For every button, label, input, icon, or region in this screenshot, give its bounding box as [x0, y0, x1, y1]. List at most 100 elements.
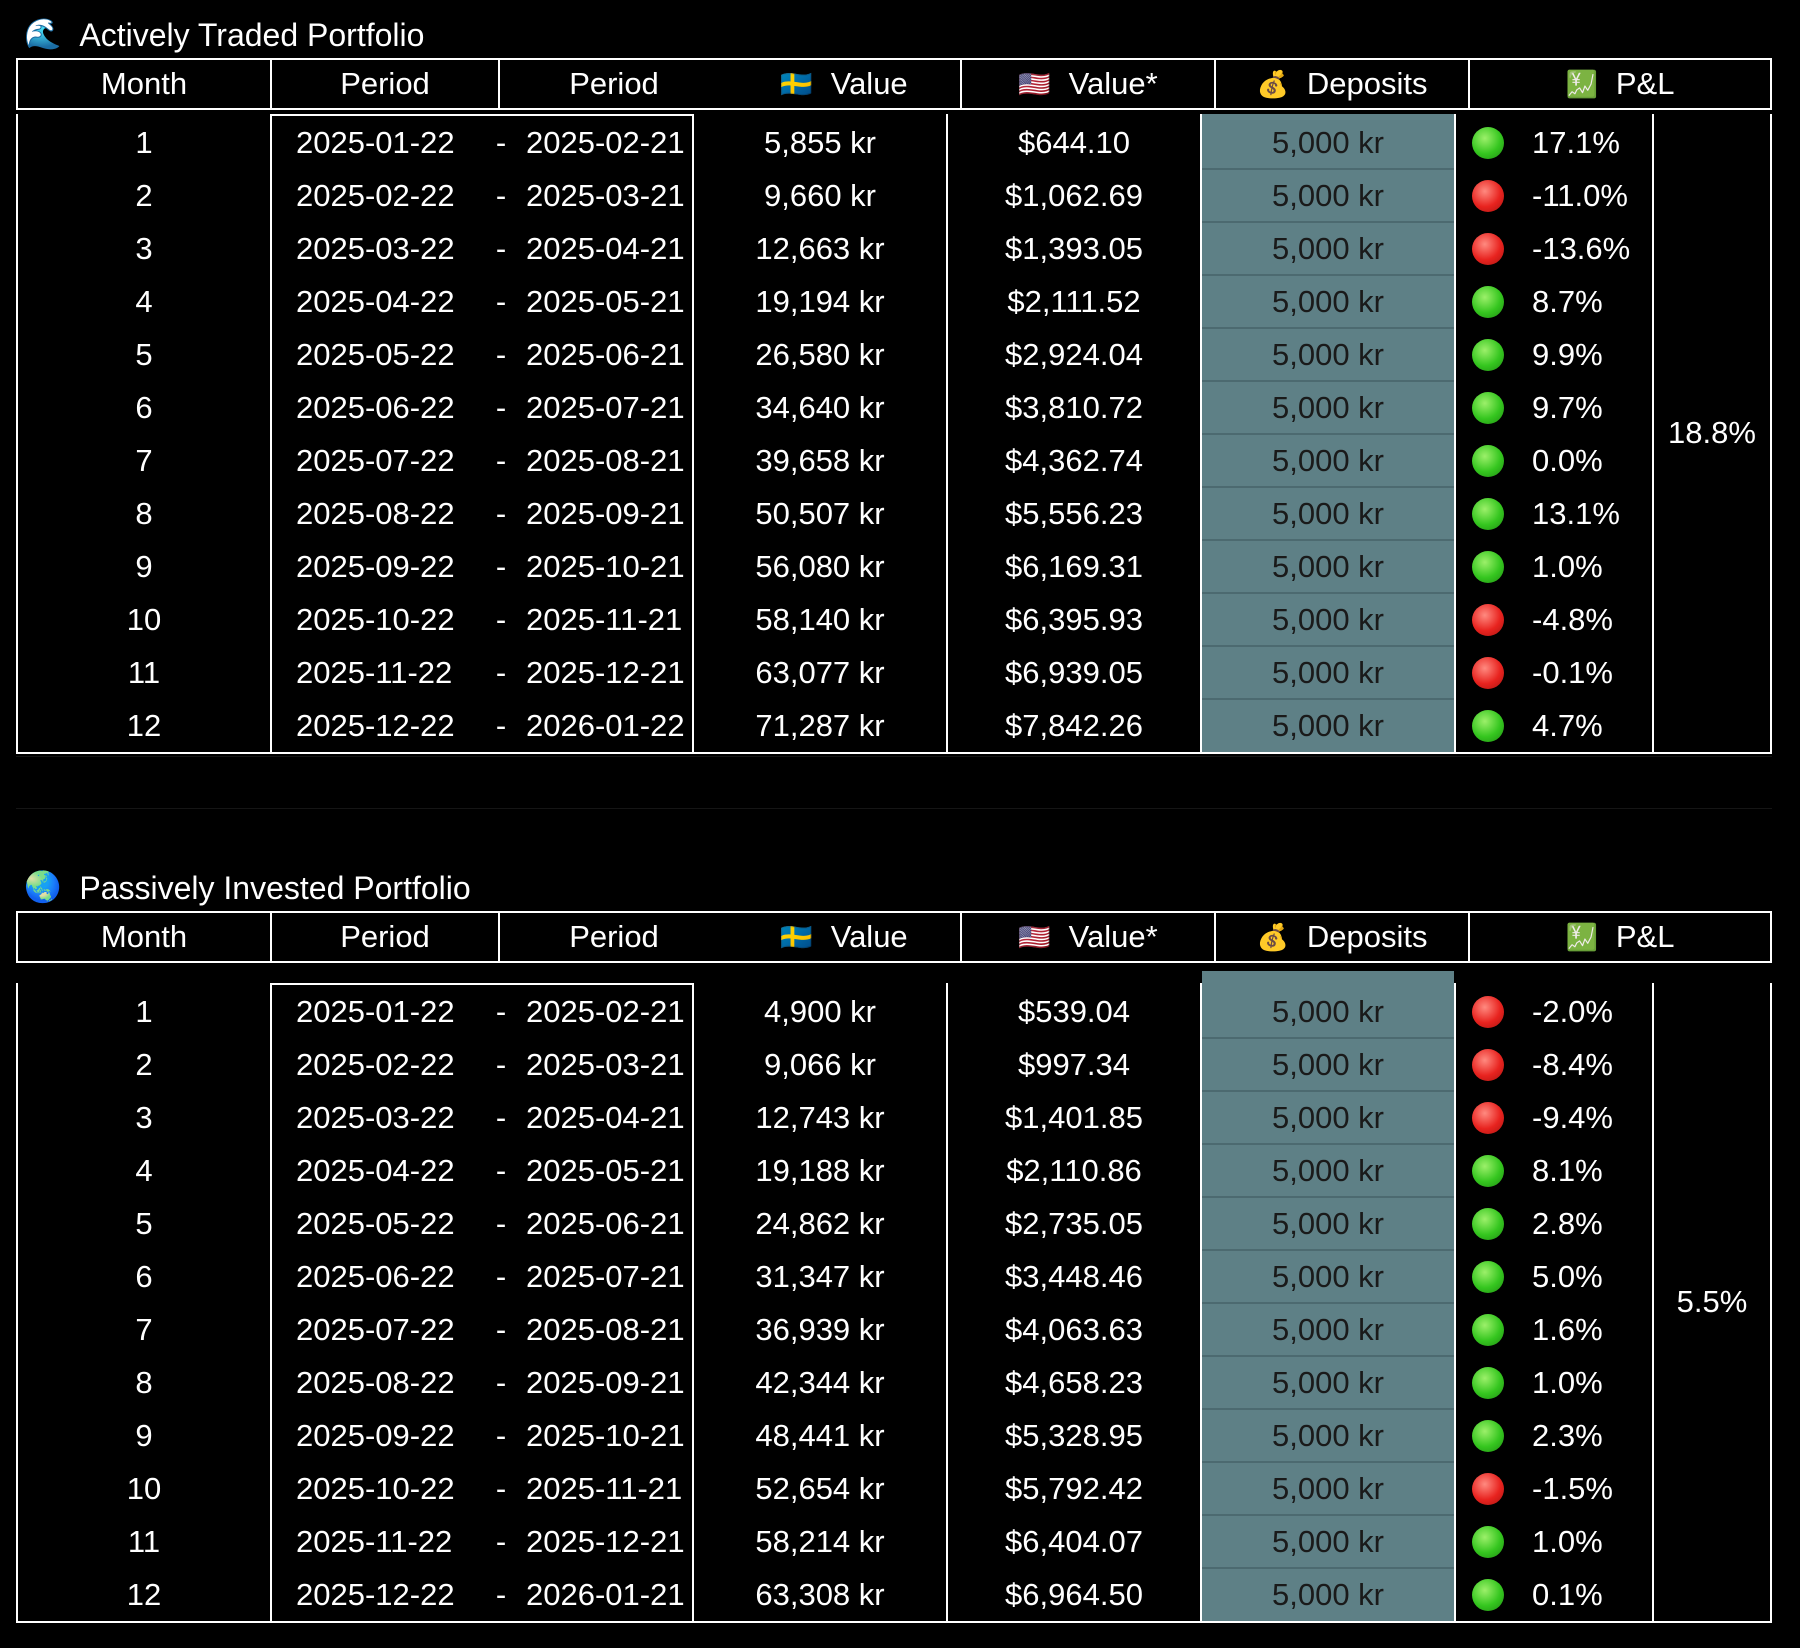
period-end-cell[interactable]: 2025-03-21: [526, 1046, 685, 1082]
month-cell[interactable]: 6: [135, 1258, 153, 1294]
value-usd-cell[interactable]: $5,328.95: [1005, 1417, 1143, 1453]
deposit-cell[interactable]: 5,000 kr: [1271, 1046, 1384, 1082]
pnl-cell[interactable]: 0.0%: [1532, 442, 1603, 478]
header-month[interactable]: Month: [18, 913, 272, 961]
value-usd-cell[interactable]: $6,964.50: [1005, 1576, 1143, 1612]
value-usd-cell[interactable]: $1,062.69: [1005, 177, 1143, 213]
value-sek-cell[interactable]: 19,188 kr: [755, 1152, 885, 1188]
month-cell[interactable]: 9: [135, 1417, 153, 1453]
pnl-cell[interactable]: -1.5%: [1532, 1470, 1613, 1506]
month-cell[interactable]: 5: [135, 336, 153, 372]
value-sek-cell[interactable]: 42,344 kr: [755, 1364, 885, 1400]
deposit-cell[interactable]: 5,000 kr: [1271, 442, 1384, 478]
pnl-cell[interactable]: -13.6%: [1532, 230, 1631, 266]
period-start-cell[interactable]: 2025-02-22: [296, 177, 455, 213]
period-end-cell[interactable]: 2025-05-21: [526, 1152, 685, 1188]
period-end-cell[interactable]: 2025-11-21: [526, 1470, 683, 1506]
pnl-cell[interactable]: 1.0%: [1532, 1523, 1603, 1559]
period-start-cell[interactable]: 2025-12-22: [296, 707, 455, 743]
period-separator[interactable]: -: [495, 1205, 507, 1241]
value-usd-cell[interactable]: $997.34: [1017, 1046, 1131, 1082]
period-start-cell[interactable]: 2025-09-22: [296, 548, 455, 584]
deposit-cell[interactable]: 5,000 kr: [1271, 177, 1384, 213]
month-cell[interactable]: 12: [126, 1576, 162, 1612]
month-cell[interactable]: 3: [135, 230, 153, 266]
pnl-cell[interactable]: 4.7%: [1532, 707, 1603, 743]
period-start-cell[interactable]: 2025-06-22: [296, 389, 455, 425]
value-usd-cell[interactable]: $6,395.93: [1005, 601, 1143, 637]
period-start-cell[interactable]: 2025-10-22: [296, 1470, 455, 1506]
month-cell[interactable]: 1: [135, 124, 153, 160]
period-start-cell[interactable]: 2025-08-22: [296, 495, 455, 531]
month-cell[interactable]: 9: [135, 548, 153, 584]
value-sek-cell[interactable]: 24,862 kr: [755, 1205, 885, 1241]
period-separator[interactable]: -: [495, 1417, 507, 1453]
period-end-cell[interactable]: 2026-01-21: [526, 1576, 685, 1612]
period-separator[interactable]: -: [495, 993, 507, 1029]
pnl-cell[interactable]: 1.6%: [1532, 1311, 1603, 1347]
period-end-cell[interactable]: 2025-07-21: [526, 1258, 685, 1294]
period-end-cell[interactable]: 2025-08-21: [526, 1311, 685, 1347]
deposit-cell[interactable]: 5,000 kr: [1271, 1099, 1384, 1135]
period-end-cell[interactable]: 2025-06-21: [526, 1205, 685, 1241]
period-start-cell[interactable]: 2025-06-22: [296, 1258, 455, 1294]
pnl-cell[interactable]: -4.8%: [1532, 601, 1613, 637]
value-usd-cell[interactable]: $6,169.31: [1005, 548, 1143, 584]
value-usd-cell[interactable]: $1,393.05: [1005, 230, 1143, 266]
deposit-cell[interactable]: 5,000 kr: [1271, 1152, 1384, 1188]
deposit-cell[interactable]: 5,000 kr: [1271, 548, 1384, 584]
deposit-cell[interactable]: 5,000 kr: [1271, 230, 1384, 266]
deposit-cell[interactable]: 5,000 kr: [1271, 1576, 1384, 1612]
value-sek-cell[interactable]: 58,214 kr: [755, 1523, 885, 1559]
month-cell[interactable]: 1: [135, 993, 153, 1029]
month-cell[interactable]: 10: [126, 1470, 162, 1506]
value-usd-cell[interactable]: $5,792.42: [1005, 1470, 1143, 1506]
period-separator[interactable]: -: [495, 124, 507, 160]
period-start-cell[interactable]: 2025-03-22: [296, 230, 455, 266]
month-cell[interactable]: 12: [126, 707, 162, 743]
period-separator[interactable]: -: [495, 230, 507, 266]
pnl-cell[interactable]: 1.0%: [1532, 548, 1603, 584]
period-start-cell[interactable]: 2025-04-22: [296, 1152, 455, 1188]
pnl-cell[interactable]: 17.1%: [1532, 124, 1620, 160]
value-usd-cell[interactable]: $4,658.23: [1005, 1364, 1143, 1400]
period-end-cell[interactable]: 2025-12-21: [526, 1523, 685, 1559]
period-start-cell[interactable]: 2025-07-22: [296, 1311, 455, 1347]
deposit-cell[interactable]: 5,000 kr: [1271, 124, 1384, 160]
value-sek-cell[interactable]: 5,855 kr: [763, 124, 876, 160]
value-sek-cell[interactable]: 34,640 kr: [755, 389, 885, 425]
period-separator[interactable]: -: [495, 389, 507, 425]
header-deposits[interactable]: 💰 Deposits: [1216, 60, 1470, 108]
month-cell[interactable]: 8: [135, 495, 153, 531]
deposit-cell[interactable]: 5,000 kr: [1271, 1311, 1384, 1347]
period-start-cell[interactable]: 2025-11-22: [296, 1523, 453, 1559]
value-usd-cell[interactable]: $3,810.72: [1005, 389, 1143, 425]
month-cell[interactable]: 7: [135, 442, 153, 478]
value-sek-cell[interactable]: 4,900 kr: [763, 993, 876, 1029]
deposit-cell[interactable]: 5,000 kr: [1271, 389, 1384, 425]
period-start-cell[interactable]: 2025-03-22: [296, 1099, 455, 1135]
value-usd-cell[interactable]: $2,735.05: [1005, 1205, 1143, 1241]
period-end-cell[interactable]: 2025-09-21: [526, 495, 685, 531]
pnl-cell[interactable]: -11.0%: [1532, 177, 1628, 213]
value-usd-cell[interactable]: $2,110.86: [1006, 1152, 1142, 1188]
period-end-cell[interactable]: 2025-10-21: [526, 548, 685, 584]
period-separator[interactable]: -: [495, 1311, 507, 1347]
pnl-cell[interactable]: -2.0%: [1532, 993, 1613, 1029]
period-end-cell[interactable]: 2025-11-21: [526, 601, 683, 637]
header-value-sek[interactable]: 🇸🇪 Value: [728, 60, 962, 108]
value-sek-cell[interactable]: 58,140 kr: [755, 601, 885, 637]
period-separator[interactable]: -: [495, 495, 507, 531]
value-sek-cell[interactable]: 31,347 kr: [755, 1258, 885, 1294]
value-sek-cell[interactable]: 63,077 kr: [755, 654, 885, 690]
period-end-cell[interactable]: 2025-06-21: [526, 336, 685, 372]
period-end-cell[interactable]: 2025-04-21: [526, 230, 685, 266]
value-usd-cell[interactable]: $7,842.26: [1005, 707, 1143, 743]
month-cell[interactable]: 11: [127, 654, 161, 690]
value-usd-cell[interactable]: $3,448.46: [1005, 1258, 1143, 1294]
period-start-cell[interactable]: 2025-05-22: [296, 1205, 455, 1241]
value-usd-cell[interactable]: $5,556.23: [1005, 495, 1143, 531]
value-usd-cell[interactable]: $1,401.85: [1005, 1099, 1143, 1135]
pnl-cell[interactable]: 1.0%: [1532, 1364, 1603, 1400]
period-start-cell[interactable]: 2025-11-22: [296, 654, 453, 690]
